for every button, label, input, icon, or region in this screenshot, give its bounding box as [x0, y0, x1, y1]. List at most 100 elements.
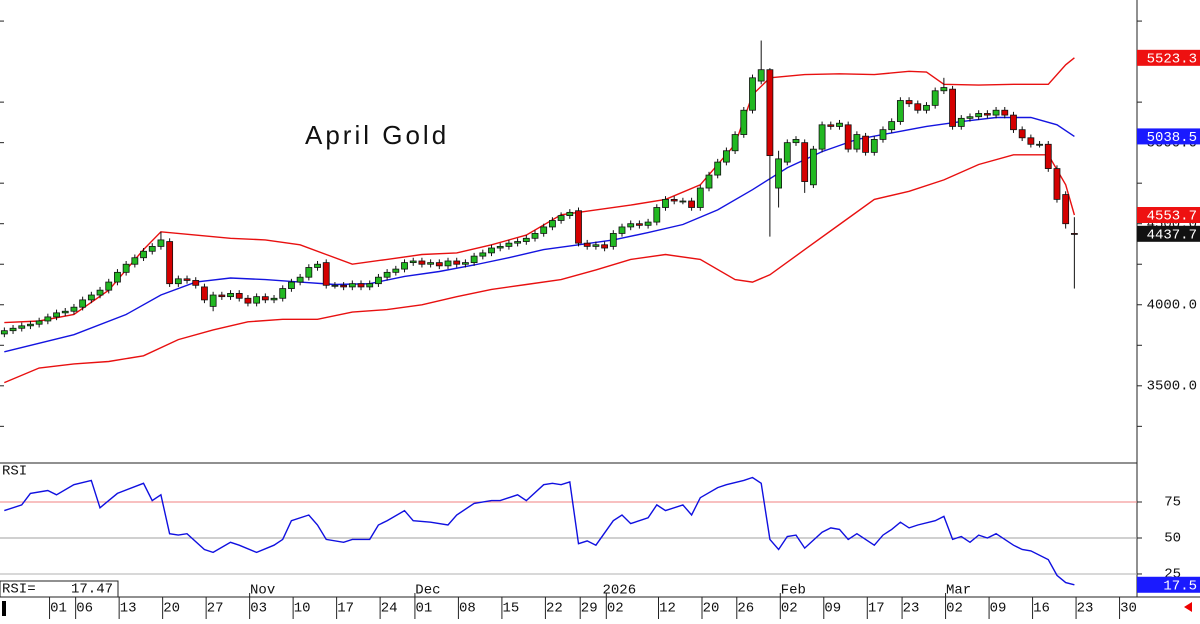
x-tick-label: 17	[868, 601, 885, 617]
rsi-tag-label: 17.5	[1163, 578, 1197, 594]
x-tick-label: 08	[459, 601, 476, 617]
candle-body	[496, 245, 504, 249]
x-tick-label: 06	[76, 601, 93, 617]
x-tick-label: 23	[1077, 601, 1094, 617]
candle-body	[61, 310, 69, 314]
y-tick-label: 4000.0	[1147, 297, 1197, 313]
candle-body	[775, 158, 782, 189]
candle-body	[218, 294, 226, 298]
candle-body	[427, 262, 435, 265]
candle-body	[331, 284, 339, 287]
rsi-readout-value: 17.47	[71, 582, 113, 598]
candle-body	[366, 283, 374, 288]
candle-body	[540, 226, 548, 234]
candle-body	[844, 124, 852, 150]
candle-body	[35, 320, 43, 325]
rsi-line	[4, 476, 1075, 586]
rsi-tick-label: 75	[1164, 495, 1181, 511]
candle-body	[235, 293, 243, 299]
x-tick-label: 10	[294, 601, 311, 617]
band-line	[4, 154, 1076, 384]
candle-body	[905, 100, 913, 105]
candle-body	[296, 276, 304, 283]
x-tick-label: 24	[381, 601, 398, 617]
candle-body	[148, 245, 156, 252]
candle-body	[818, 124, 826, 150]
candle-body	[862, 135, 869, 153]
candle-body	[183, 278, 191, 281]
candle-body	[44, 316, 52, 322]
candle-body	[305, 267, 313, 278]
candle-body	[749, 77, 756, 111]
candle-body	[1053, 168, 1061, 200]
candle-body	[348, 283, 356, 288]
candle-body	[1010, 114, 1017, 131]
candle-body	[896, 100, 904, 122]
candle-body	[157, 239, 165, 247]
candle-body	[27, 323, 34, 327]
candle-body	[435, 262, 443, 267]
candle-body	[288, 281, 295, 289]
candle-body	[453, 260, 461, 265]
price-tag	[1137, 128, 1200, 145]
candle-body	[583, 242, 591, 247]
candle-body	[949, 88, 956, 127]
candle-body	[462, 262, 469, 265]
chart-title: April Gold	[305, 120, 449, 150]
candle-body	[940, 87, 948, 92]
x-tick-label: 02	[946, 601, 963, 617]
x-tick-label: 23	[903, 601, 920, 617]
candle-body	[79, 299, 87, 308]
candle-body	[192, 280, 200, 286]
candle-body	[966, 116, 974, 119]
candle-body	[601, 244, 609, 249]
candle-body	[357, 283, 365, 288]
candle-body	[549, 220, 556, 228]
candle-body	[627, 223, 635, 228]
candle-body	[514, 241, 522, 244]
candle-body	[618, 226, 626, 234]
candle-body	[635, 223, 643, 226]
candle-body	[792, 139, 800, 144]
rsi-tick-label: 50	[1164, 531, 1181, 547]
x-tick-label: 03	[250, 601, 267, 617]
candle-body	[870, 139, 878, 153]
x-tick-label: 27	[207, 601, 224, 617]
candle-body	[1062, 194, 1070, 225]
month-label: Mar	[946, 583, 971, 599]
x-tick-label: 02	[781, 601, 798, 617]
candle-body	[444, 260, 452, 267]
candle-body	[827, 124, 835, 127]
candle-body	[888, 121, 896, 131]
month-label: Dec	[415, 583, 440, 599]
y-tick-label: 3500.0	[1147, 379, 1197, 395]
candle-body	[209, 294, 217, 307]
month-label: Nov	[250, 583, 275, 599]
candle-body	[18, 325, 26, 329]
candle-body	[722, 150, 730, 163]
candle-body	[670, 198, 678, 202]
candle-body	[122, 263, 130, 273]
candle-body	[757, 69, 765, 82]
candle-body	[1044, 143, 1052, 169]
candle-body	[714, 161, 722, 176]
x-tick-label: 22	[546, 601, 563, 617]
candle-body	[131, 257, 139, 265]
candle-body	[975, 113, 983, 118]
candle-body	[174, 278, 182, 285]
candle-body	[314, 263, 321, 268]
candle-body	[53, 312, 60, 318]
candle-body	[479, 252, 487, 257]
scroll-arrow[interactable]	[1184, 602, 1192, 612]
candle-body	[409, 260, 417, 264]
candle-body	[609, 233, 617, 247]
price-tag-label: 4553.7	[1147, 209, 1197, 225]
candle-body	[270, 297, 278, 301]
candle-body	[1027, 137, 1035, 145]
candle-body	[809, 148, 817, 186]
candle-body	[740, 109, 748, 135]
candle-body	[383, 271, 391, 278]
price-tag-label: 5038.5	[1147, 130, 1197, 146]
candle-body	[1036, 143, 1043, 146]
